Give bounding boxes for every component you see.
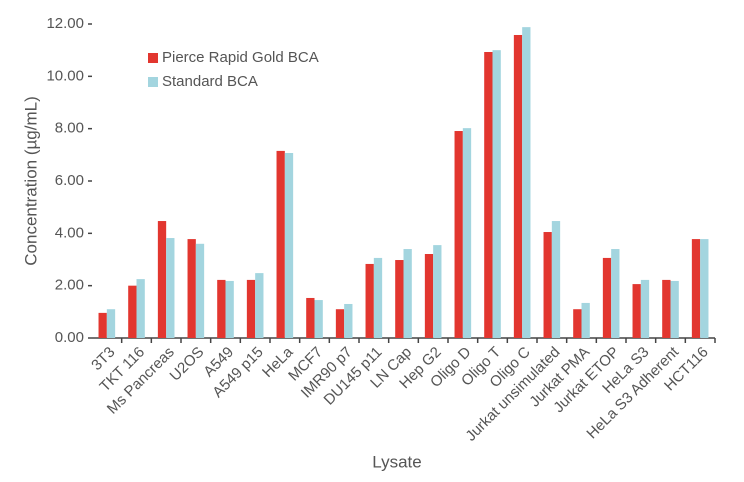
legend-label: Pierce Rapid Gold BCA — [162, 49, 319, 66]
bar — [136, 279, 145, 338]
bar — [225, 280, 234, 338]
bar — [365, 263, 374, 338]
bar — [314, 300, 323, 338]
bar — [522, 27, 531, 338]
bar — [454, 131, 463, 338]
bar — [195, 243, 205, 338]
bar — [335, 309, 345, 338]
y-tick-label: 2.00 — [55, 277, 84, 294]
bar — [246, 279, 256, 338]
bar — [217, 279, 226, 338]
bar — [462, 128, 472, 338]
x-tick-label: U2OS — [167, 344, 208, 385]
y-tick-label: 12.00 — [46, 15, 84, 32]
bar — [157, 221, 167, 338]
bar — [700, 239, 709, 338]
bar — [166, 238, 175, 338]
bar — [373, 257, 383, 338]
legend-swatch — [148, 53, 158, 63]
bar — [492, 50, 501, 339]
bar — [662, 279, 671, 338]
legend-label: Standard BCA — [162, 73, 258, 90]
y-tick-label: 8.00 — [55, 120, 84, 137]
bar — [670, 280, 679, 338]
y-tick-label: 6.00 — [55, 172, 84, 189]
bar — [128, 285, 137, 338]
bar — [403, 249, 412, 338]
bar — [581, 302, 590, 338]
bar — [632, 284, 641, 338]
bar — [484, 51, 493, 339]
bar — [424, 254, 434, 338]
bar — [276, 150, 285, 338]
bar — [284, 153, 294, 338]
bar — [344, 303, 353, 338]
x-axis-label: Lysate — [372, 452, 421, 471]
bar — [551, 221, 561, 338]
bar — [187, 239, 196, 338]
bar — [433, 245, 442, 338]
bar — [98, 312, 107, 338]
bar — [395, 260, 404, 338]
y-tick-label: 0.00 — [55, 329, 84, 346]
bar — [602, 257, 612, 338]
y-tick-label: 10.00 — [46, 67, 84, 84]
y-tick-label: 4.00 — [55, 224, 84, 241]
legend-swatch — [148, 77, 158, 87]
bar — [106, 309, 116, 338]
bar — [691, 239, 701, 338]
bar — [255, 273, 264, 338]
bar — [306, 297, 315, 338]
bar — [513, 34, 523, 339]
y-axis-label: Concentration (µg/mL) — [21, 96, 40, 265]
bar — [543, 232, 552, 338]
bar — [611, 249, 620, 338]
bar — [573, 309, 582, 338]
bar — [640, 279, 650, 338]
